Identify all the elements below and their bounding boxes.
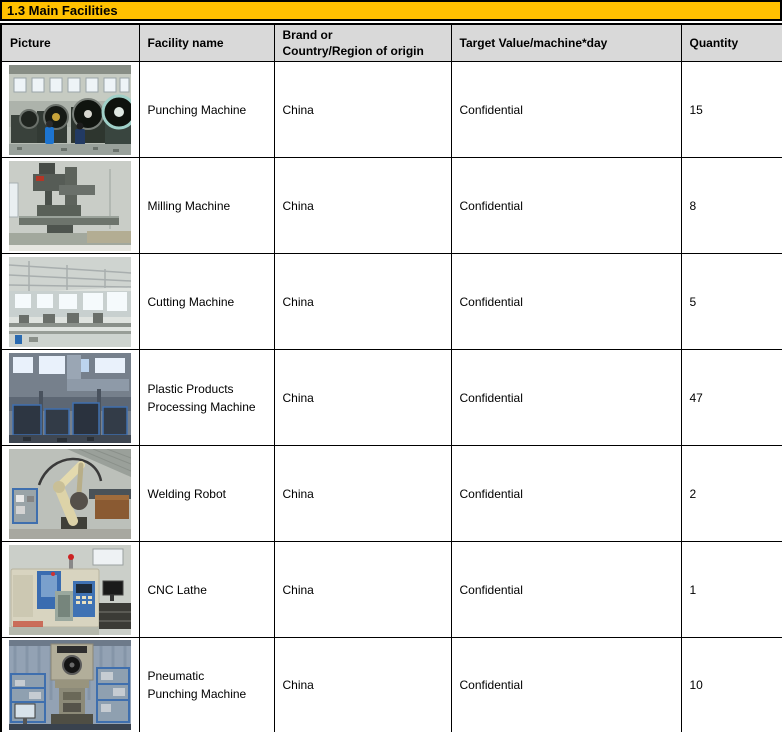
picture-cell <box>0 637 140 732</box>
facility-name-cell: Pneumatic Punching Machine <box>138 637 275 732</box>
origin-cell: China <box>273 61 452 158</box>
table-header: Picture Facility name Brand or Country/R… <box>0 23 782 62</box>
cutting-machine-photo <box>9 256 132 347</box>
origin-cell: China <box>273 253 452 350</box>
facility-name-cell: Punching Machine <box>138 61 275 158</box>
origin-cell: China <box>273 541 452 638</box>
pneumatic-punching-machine-photo <box>9 640 132 731</box>
quantity-cell: 15 <box>680 61 782 158</box>
target-value-cell: Confidential <box>450 157 682 254</box>
col-header-facility-name: Facility name <box>138 23 275 62</box>
table-row: Welding Robot China Confidential 2 <box>0 445 782 542</box>
table-row: CNC Lathe China Confidential 1 <box>0 541 782 638</box>
welding-robot-photo <box>9 448 132 539</box>
section-title-bar: 1.3 Main Facilities <box>0 0 782 21</box>
plastic-products-processing-machine-photo <box>9 352 132 443</box>
quantity-cell: 8 <box>680 157 782 254</box>
picture-cell <box>0 541 140 638</box>
col-header-target-value: Target Value/machine*day <box>450 23 682 62</box>
target-value-cell: Confidential <box>450 349 682 446</box>
milling-machine-photo <box>9 160 132 251</box>
picture-cell <box>0 349 140 446</box>
col-header-quantity: Quantity <box>680 23 782 62</box>
table-row: Plastic Products Processing Machine Chin… <box>0 349 782 446</box>
col-header-origin: Brand or Country/Region of origin <box>273 23 452 62</box>
facilities-table: Picture Facility name Brand or Country/R… <box>0 23 782 732</box>
quantity-cell: 10 <box>680 637 782 732</box>
facility-name-cell: Welding Robot <box>138 445 275 542</box>
section-title: 1.3 Main Facilities <box>7 3 118 18</box>
col-header-picture: Picture <box>0 23 140 62</box>
facility-name-cell: CNC Lathe <box>138 541 275 638</box>
target-value-cell: Confidential <box>450 253 682 350</box>
facility-name-cell: Plastic Products Processing Machine <box>138 349 275 446</box>
quantity-cell: 47 <box>680 349 782 446</box>
picture-cell <box>0 445 140 542</box>
picture-cell <box>0 157 140 254</box>
picture-cell <box>0 253 140 350</box>
facility-name-cell: Cutting Machine <box>138 253 275 350</box>
quantity-cell: 1 <box>680 541 782 638</box>
table-row: Punching Machine China Confidential 15 <box>0 61 782 158</box>
origin-cell: China <box>273 349 452 446</box>
origin-cell: China <box>273 157 452 254</box>
punching-machine-photo <box>9 64 132 155</box>
picture-cell <box>0 61 140 158</box>
table-row: Pneumatic Punching Machine China Confide… <box>0 637 782 732</box>
origin-cell: China <box>273 637 452 732</box>
quantity-cell: 2 <box>680 445 782 542</box>
target-value-cell: Confidential <box>450 541 682 638</box>
table-row: Cutting Machine China Confidential 5 <box>0 253 782 350</box>
target-value-cell: Confidential <box>450 61 682 158</box>
table-row: Milling Machine China Confidential 8 <box>0 157 782 254</box>
origin-cell: China <box>273 445 452 542</box>
header-row: Picture Facility name Brand or Country/R… <box>0 23 782 62</box>
quantity-cell: 5 <box>680 253 782 350</box>
table-body: Punching Machine China Confidential 15 <box>0 61 782 732</box>
cnc-lathe-photo <box>9 544 132 635</box>
facility-name-cell: Milling Machine <box>138 157 275 254</box>
target-value-cell: Confidential <box>450 445 682 542</box>
target-value-cell: Confidential <box>450 637 682 732</box>
